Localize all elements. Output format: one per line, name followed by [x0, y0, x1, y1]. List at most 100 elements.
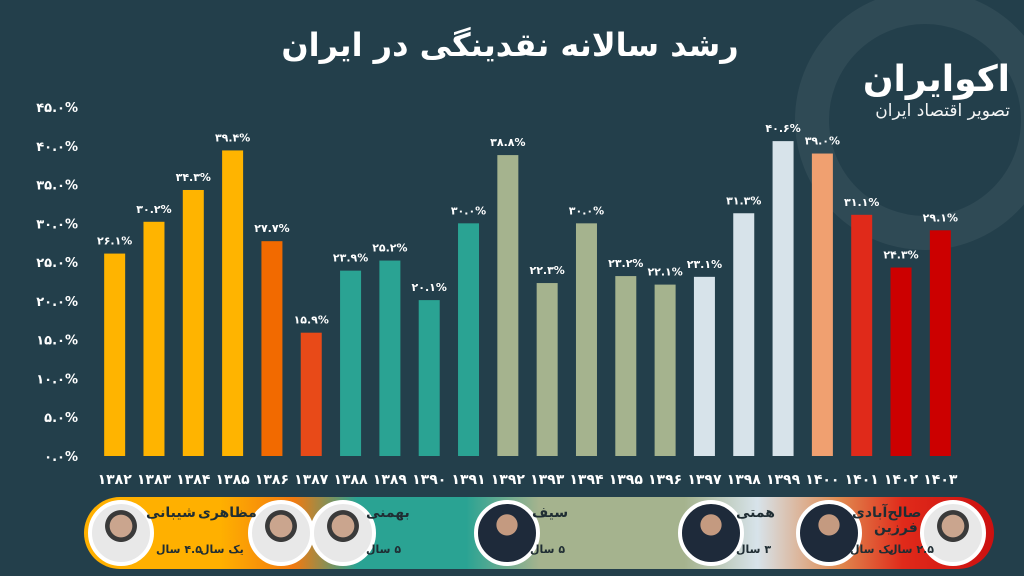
x-tick-label: ۱۳۸۹ — [373, 472, 408, 488]
bar-value-label: ۲۳.۹% — [333, 252, 368, 265]
bar — [458, 223, 480, 456]
x-tick-label: ۱۳۸۵ — [216, 472, 251, 488]
x-tick-label: ۱۳۸۳ — [137, 472, 172, 488]
bar-value-label: ۲۲.۱% — [647, 266, 682, 279]
bar-value-label: ۲۹.۱% — [923, 211, 958, 224]
x-tick-label: ۱۳۹۱ — [451, 472, 485, 488]
bar-value-label: ۲۳.۱% — [687, 258, 722, 271]
bar — [733, 213, 755, 456]
x-tick-label: ۱۳۹۰ — [412, 472, 446, 488]
bar-value-label: ۳۹.۴% — [215, 131, 250, 144]
bar — [615, 276, 637, 456]
governor-years-hemmati: ۳ سال — [736, 543, 772, 556]
bar-value-label: ۳۰.۰% — [569, 204, 604, 217]
governor-name-seif: سیف — [532, 505, 569, 521]
governor-name-sheibani: شیبانی — [146, 505, 196, 521]
brand-logo: اکوایران تصویر اقتصاد ایران — [820, 60, 1010, 122]
x-tick-label: ۱۴۰۲ — [884, 472, 919, 488]
bar — [104, 253, 126, 456]
bar-value-label: ۲۲.۳% — [529, 264, 564, 277]
y-tick-label: ۲۰.۰% — [36, 295, 78, 310]
governor-name-farzin: فرزین — [874, 520, 918, 536]
x-tick-label: ۱۳۹۹ — [766, 472, 801, 488]
brand-tagline: تصویر اقتصاد ایران — [875, 101, 1010, 121]
governor-photo-seif — [474, 500, 540, 566]
bar-value-label: ۴۰.۶% — [765, 122, 800, 135]
bar — [811, 153, 833, 457]
x-tick-label: ۱۳۹۶ — [648, 472, 682, 488]
y-tick-label: ۱۵.۰% — [36, 334, 78, 349]
bar-value-label: ۲۷.۷% — [254, 222, 289, 235]
bar-value-label: ۳۸.۸% — [490, 136, 525, 149]
y-axis: ۰.۰% ۵.۰% ۱۰.۰% ۱۵.۰% ۲۰.۰% ۲۵.۰% ۳۰.۰% ۳۵.۰% ۴۰… — [36, 101, 78, 465]
x-tick-label: ۱۳۹۵ — [609, 472, 644, 488]
bar — [418, 300, 440, 456]
x-tick-label: ۱۴۰۱ — [845, 472, 879, 488]
bar-value-label: ۳۱.۱% — [844, 196, 879, 209]
y-tick-label: ۴۰.۰% — [36, 140, 78, 155]
bar-value-label: ۲۶.۱% — [97, 235, 132, 248]
x-tick-label: ۱۳۸۴ — [176, 472, 211, 488]
bar — [182, 189, 204, 457]
x-axis-labels: ۱۳۸۲ ۱۳۸۳ ۱۳۸۴ ۱۳۸۵ ۱۳۸۶ ۱۳۸۷ ۱۳۸۸ ۱۳۸۹ ۱۳۹۰ ۱۳۹۱… — [98, 472, 958, 488]
bar — [654, 284, 676, 456]
bar — [379, 260, 401, 456]
governor-years-sheibani: ۴.۵ سال — [156, 543, 202, 556]
governor-years-bahmani: ۵ سال — [366, 543, 402, 556]
x-tick-label: ۱۴۰۳ — [923, 472, 958, 488]
bar — [929, 230, 951, 456]
bar-chart: ۰.۰% ۵.۰% ۱۰.۰% ۱۵.۰% ۲۰.۰% ۲۵.۰% ۳۰.۰% ۳۵.۰% ۴۰… — [36, 101, 958, 488]
bar — [693, 276, 715, 456]
governor-photo-hemmati — [678, 500, 744, 566]
y-tick-label: ۳۰.۰% — [36, 217, 78, 232]
y-tick-label: ۵.۰% — [44, 411, 78, 426]
bar-value-label: ۳۰.۰% — [451, 204, 486, 217]
y-tick-label: ۴۵.۰% — [36, 101, 78, 116]
governor-years-seif: ۵ سال — [530, 543, 566, 556]
governor-photo-mazaheri — [248, 500, 314, 566]
y-tick-label: ۰.۰% — [44, 450, 78, 465]
bar — [772, 141, 794, 456]
bar — [890, 267, 912, 456]
bar-value-label: ۲۰.۱% — [412, 281, 447, 294]
y-tick-label: ۲۵.۰% — [36, 256, 78, 271]
x-tick-label: ۱۳۹۳ — [530, 472, 565, 488]
bar — [143, 221, 165, 456]
bar-value-label: ۳۴.۳% — [176, 171, 211, 184]
x-tick-label: ۱۳۹۴ — [569, 472, 604, 488]
bar — [497, 155, 519, 456]
governor-photo-sheibani — [88, 500, 154, 566]
governor-years-salehabadi: یک سال — [850, 543, 894, 556]
y-tick-label: ۳۵.۰% — [36, 179, 78, 194]
x-tick-label: ۱۳۸۸ — [333, 472, 368, 488]
brand-name: اکوایران — [862, 59, 1010, 100]
bar-value-label: ۳۱.۳% — [726, 194, 761, 207]
bar-value-label: ۳۰.۲% — [136, 203, 171, 216]
governor-photo-bahmani — [310, 500, 376, 566]
governor-name-mazaheri: مظاهری — [198, 505, 257, 521]
bars — [104, 141, 951, 457]
bar — [222, 150, 244, 457]
governor-photo-farzin — [920, 500, 986, 566]
x-tick-label: ۱۳۹۷ — [687, 472, 722, 488]
x-tick-label: ۱۳۸۲ — [98, 472, 133, 488]
governor-photo-salehabadi — [796, 500, 862, 566]
governor-name-bahmani: بهمنی — [366, 505, 410, 521]
bar-value-label: ۳۹.۰% — [805, 135, 840, 148]
bar — [340, 270, 362, 456]
bar-value-label: ۲۵.۲% — [372, 242, 407, 255]
governor-name-hemmati: همتی — [736, 505, 775, 521]
governor-years-farzin: ۲.۵ سال — [888, 543, 934, 556]
chart-title: رشد سالانه نقدینگی در ایران — [281, 26, 739, 64]
bar-value-label: ۲۴.۳% — [883, 249, 918, 262]
bar-value-label: ۱۵.۹% — [294, 314, 329, 327]
bar — [575, 223, 597, 456]
governor-name-salehabadi: صالح‌آبادی — [852, 505, 922, 521]
governor-years-mazaheri: یک سال — [200, 543, 244, 556]
bar — [261, 241, 283, 456]
x-tick-label: ۱۳۸۶ — [255, 472, 289, 488]
bar — [851, 214, 873, 456]
x-tick-label: ۱۳۸۷ — [294, 472, 329, 488]
x-tick-label: ۱۳۹۸ — [727, 472, 762, 488]
